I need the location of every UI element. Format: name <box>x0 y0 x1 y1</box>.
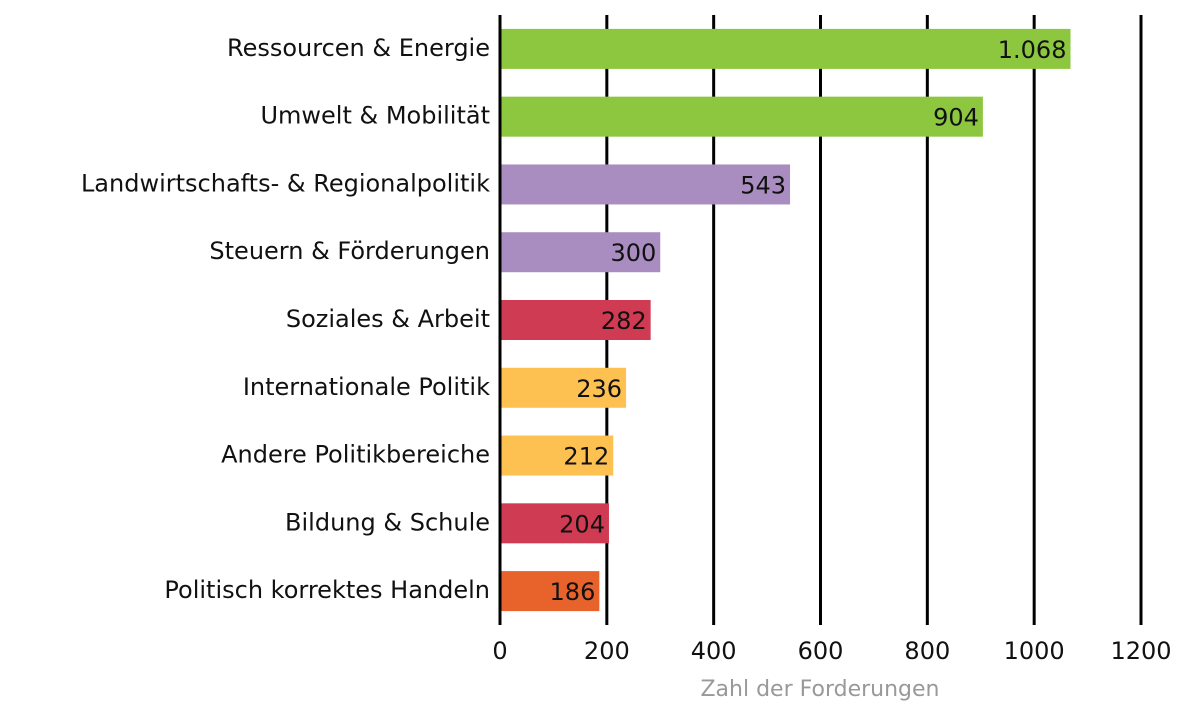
bar <box>500 435 614 476</box>
x-tick-label: 1200 <box>1110 637 1171 665</box>
value-label: 186 <box>550 578 596 606</box>
x-tick-label: 400 <box>691 637 737 665</box>
bar <box>500 571 600 612</box>
value-label: 212 <box>563 443 609 471</box>
bar <box>500 28 1071 69</box>
y-tick-label: Umwelt & Mobilität <box>260 102 490 130</box>
x-axis-label: Zahl der Forderungen <box>700 677 939 702</box>
value-label: 300 <box>610 239 656 267</box>
bar <box>500 164 791 205</box>
value-label: 1.068 <box>998 36 1067 64</box>
bar <box>500 503 609 544</box>
value-label: 904 <box>933 104 979 132</box>
bar <box>500 96 983 137</box>
value-label: 236 <box>576 375 622 403</box>
value-label: 282 <box>601 307 647 335</box>
bar <box>500 367 627 408</box>
y-tick-label: Politisch korrektes Handeln <box>164 576 490 604</box>
bar <box>500 300 651 340</box>
value-label: 543 <box>740 171 786 199</box>
y-tick-label: Internationale Politik <box>243 373 490 401</box>
x-tick-label: 1000 <box>1004 637 1065 665</box>
y-tick-label: Andere Politikbereiche <box>221 441 490 469</box>
y-tick-label: Soziales & Arbeit <box>286 305 490 333</box>
y-tick-label: Landwirtschafts- & Regionalpolitik <box>81 169 490 197</box>
value-label: 204 <box>559 510 605 538</box>
bar <box>500 232 661 273</box>
y-tick-label: Steuern & Förderungen <box>209 237 490 265</box>
y-tick-label: Bildung & Schule <box>285 508 490 536</box>
y-tick-label: Ressourcen & Energie <box>227 34 490 62</box>
x-tick-label: 0 <box>492 637 507 665</box>
x-tick-label: 800 <box>904 637 950 665</box>
x-tick-label: 600 <box>798 637 844 665</box>
x-tick-label: 200 <box>584 637 630 665</box>
